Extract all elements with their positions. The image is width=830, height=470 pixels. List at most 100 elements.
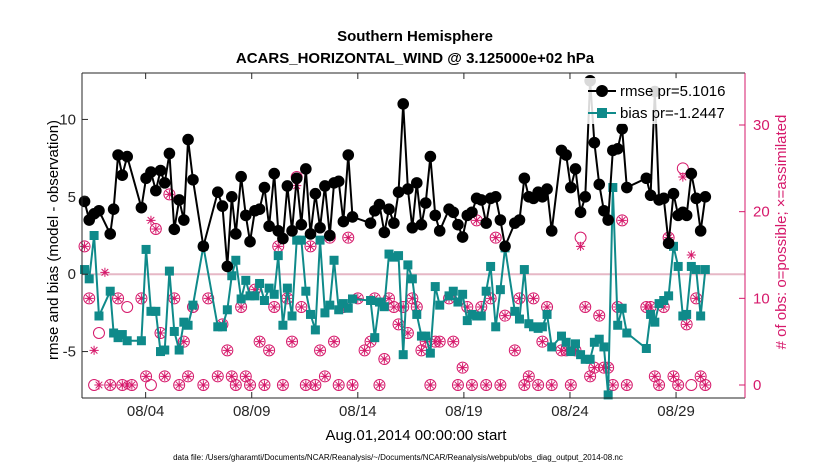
obs-assimilated-marker bbox=[421, 337, 431, 347]
rmse-marker bbox=[611, 143, 624, 155]
bias-marker bbox=[305, 309, 315, 319]
bias-marker bbox=[174, 345, 184, 355]
legend-bias-label: bias pr=-1.2447 bbox=[620, 105, 725, 122]
obs-possible-marker bbox=[653, 379, 666, 391]
obs-assimilated-marker bbox=[105, 380, 115, 390]
bias-marker bbox=[151, 306, 161, 316]
bias-marker bbox=[646, 309, 656, 319]
obs-assimilated-marker bbox=[696, 371, 706, 381]
x-tick-label: 08/04 bbox=[127, 403, 165, 420]
bias-marker bbox=[448, 286, 458, 296]
y-tick-label: 10 bbox=[59, 111, 76, 128]
bias-marker bbox=[105, 286, 115, 296]
obs-assimilated-marker bbox=[282, 293, 292, 303]
rmse-marker bbox=[225, 191, 238, 203]
rmse-marker bbox=[499, 240, 511, 253]
obs-assimilated-marker bbox=[659, 302, 669, 312]
obs-assimilated-marker bbox=[245, 380, 255, 390]
bias-marker bbox=[686, 261, 696, 271]
obs-possible-marker bbox=[536, 335, 549, 348]
bias-marker bbox=[528, 322, 538, 332]
rmse-marker bbox=[221, 260, 234, 273]
y2-tick-label: 0 bbox=[753, 377, 761, 394]
obs-possible-marker bbox=[342, 231, 355, 244]
obs-possible-marker bbox=[358, 344, 371, 357]
bias-marker bbox=[379, 302, 389, 312]
obs-assimilated-marker bbox=[384, 293, 394, 303]
obs-possible-marker bbox=[616, 214, 629, 227]
plot-frame bbox=[81, 72, 746, 399]
obs-assimilated-marker bbox=[241, 371, 251, 381]
rmse-marker bbox=[253, 203, 266, 215]
rmse-marker bbox=[168, 223, 181, 236]
rmse-marker bbox=[667, 187, 680, 200]
obs-assimilated-marker bbox=[334, 380, 344, 390]
rmse-marker bbox=[545, 225, 558, 237]
bias-marker bbox=[481, 286, 491, 296]
rmse-marker bbox=[211, 186, 224, 198]
rmse-marker bbox=[588, 136, 601, 149]
bias-marker bbox=[458, 289, 468, 299]
rmse-marker bbox=[419, 197, 432, 209]
obs-assimilated-marker bbox=[547, 380, 557, 390]
rmse-marker bbox=[286, 225, 298, 237]
rmse-marker bbox=[158, 177, 171, 189]
bias-marker bbox=[273, 251, 283, 261]
obs-assimilated-marker bbox=[231, 380, 241, 390]
obs-possible-marker bbox=[163, 188, 176, 201]
obs-assimilated-marker bbox=[524, 371, 534, 381]
y2-axis-label: # of obs: o=possible; ×=assimilated bbox=[773, 115, 790, 350]
bias-marker bbox=[519, 265, 529, 275]
obs-possible-marker bbox=[229, 379, 242, 391]
obs-possible-marker bbox=[579, 301, 592, 313]
bias-marker bbox=[217, 322, 227, 332]
obs-possible-marker bbox=[328, 335, 341, 348]
rmse-marker bbox=[295, 218, 308, 231]
rmse-marker bbox=[680, 209, 693, 222]
obs-assimilated-marker bbox=[374, 380, 385, 390]
obs-possible-marker bbox=[461, 301, 474, 313]
obs-assimilated-marker bbox=[510, 345, 520, 355]
obs-assimilated-marker bbox=[570, 345, 581, 355]
obs-assimilated-marker bbox=[389, 302, 399, 312]
obs-assimilated-marker bbox=[589, 363, 599, 373]
rmse-marker bbox=[640, 172, 653, 185]
obs-possible-marker bbox=[378, 353, 391, 365]
obs-assimilated-marker bbox=[585, 371, 595, 381]
bias-marker bbox=[576, 350, 586, 360]
rmse-marker bbox=[447, 206, 460, 219]
bias-marker bbox=[334, 305, 344, 315]
rmse-marker bbox=[163, 147, 176, 160]
bias-marker bbox=[231, 255, 241, 265]
bias-marker bbox=[617, 303, 627, 313]
bias-marker bbox=[570, 339, 580, 349]
rmse-marker bbox=[565, 181, 577, 194]
rmse-marker bbox=[107, 203, 120, 215]
obs-possible-marker bbox=[121, 301, 134, 313]
bias-marker bbox=[292, 235, 302, 245]
rmse-marker bbox=[145, 166, 157, 178]
bias-marker bbox=[462, 316, 472, 326]
rmse-marker bbox=[230, 228, 242, 240]
obs-assimilated-marker bbox=[174, 380, 184, 390]
rmse-marker bbox=[216, 200, 229, 212]
obs-possible-marker bbox=[286, 335, 299, 348]
rmse-marker bbox=[112, 149, 124, 161]
rmse-marker bbox=[135, 201, 148, 214]
bias-marker bbox=[329, 255, 339, 265]
rmse-marker bbox=[383, 203, 395, 215]
obs-assimilated-marker bbox=[673, 380, 683, 390]
rmse-marker bbox=[342, 149, 355, 161]
obs-assimilated-marker bbox=[561, 345, 571, 355]
rmse-marker bbox=[644, 189, 657, 202]
bias-marker bbox=[122, 336, 132, 346]
obs-assimilated-marker bbox=[301, 380, 311, 390]
obs-assimilated-marker bbox=[122, 380, 132, 390]
bias-marker bbox=[412, 309, 422, 319]
bias-marker bbox=[338, 299, 348, 309]
bias-marker bbox=[250, 291, 260, 301]
obs-assimilated-marker bbox=[467, 380, 477, 390]
obs-assimilated-marker bbox=[528, 293, 539, 303]
rmse-marker bbox=[685, 167, 698, 180]
obs-possible-marker bbox=[456, 361, 469, 374]
